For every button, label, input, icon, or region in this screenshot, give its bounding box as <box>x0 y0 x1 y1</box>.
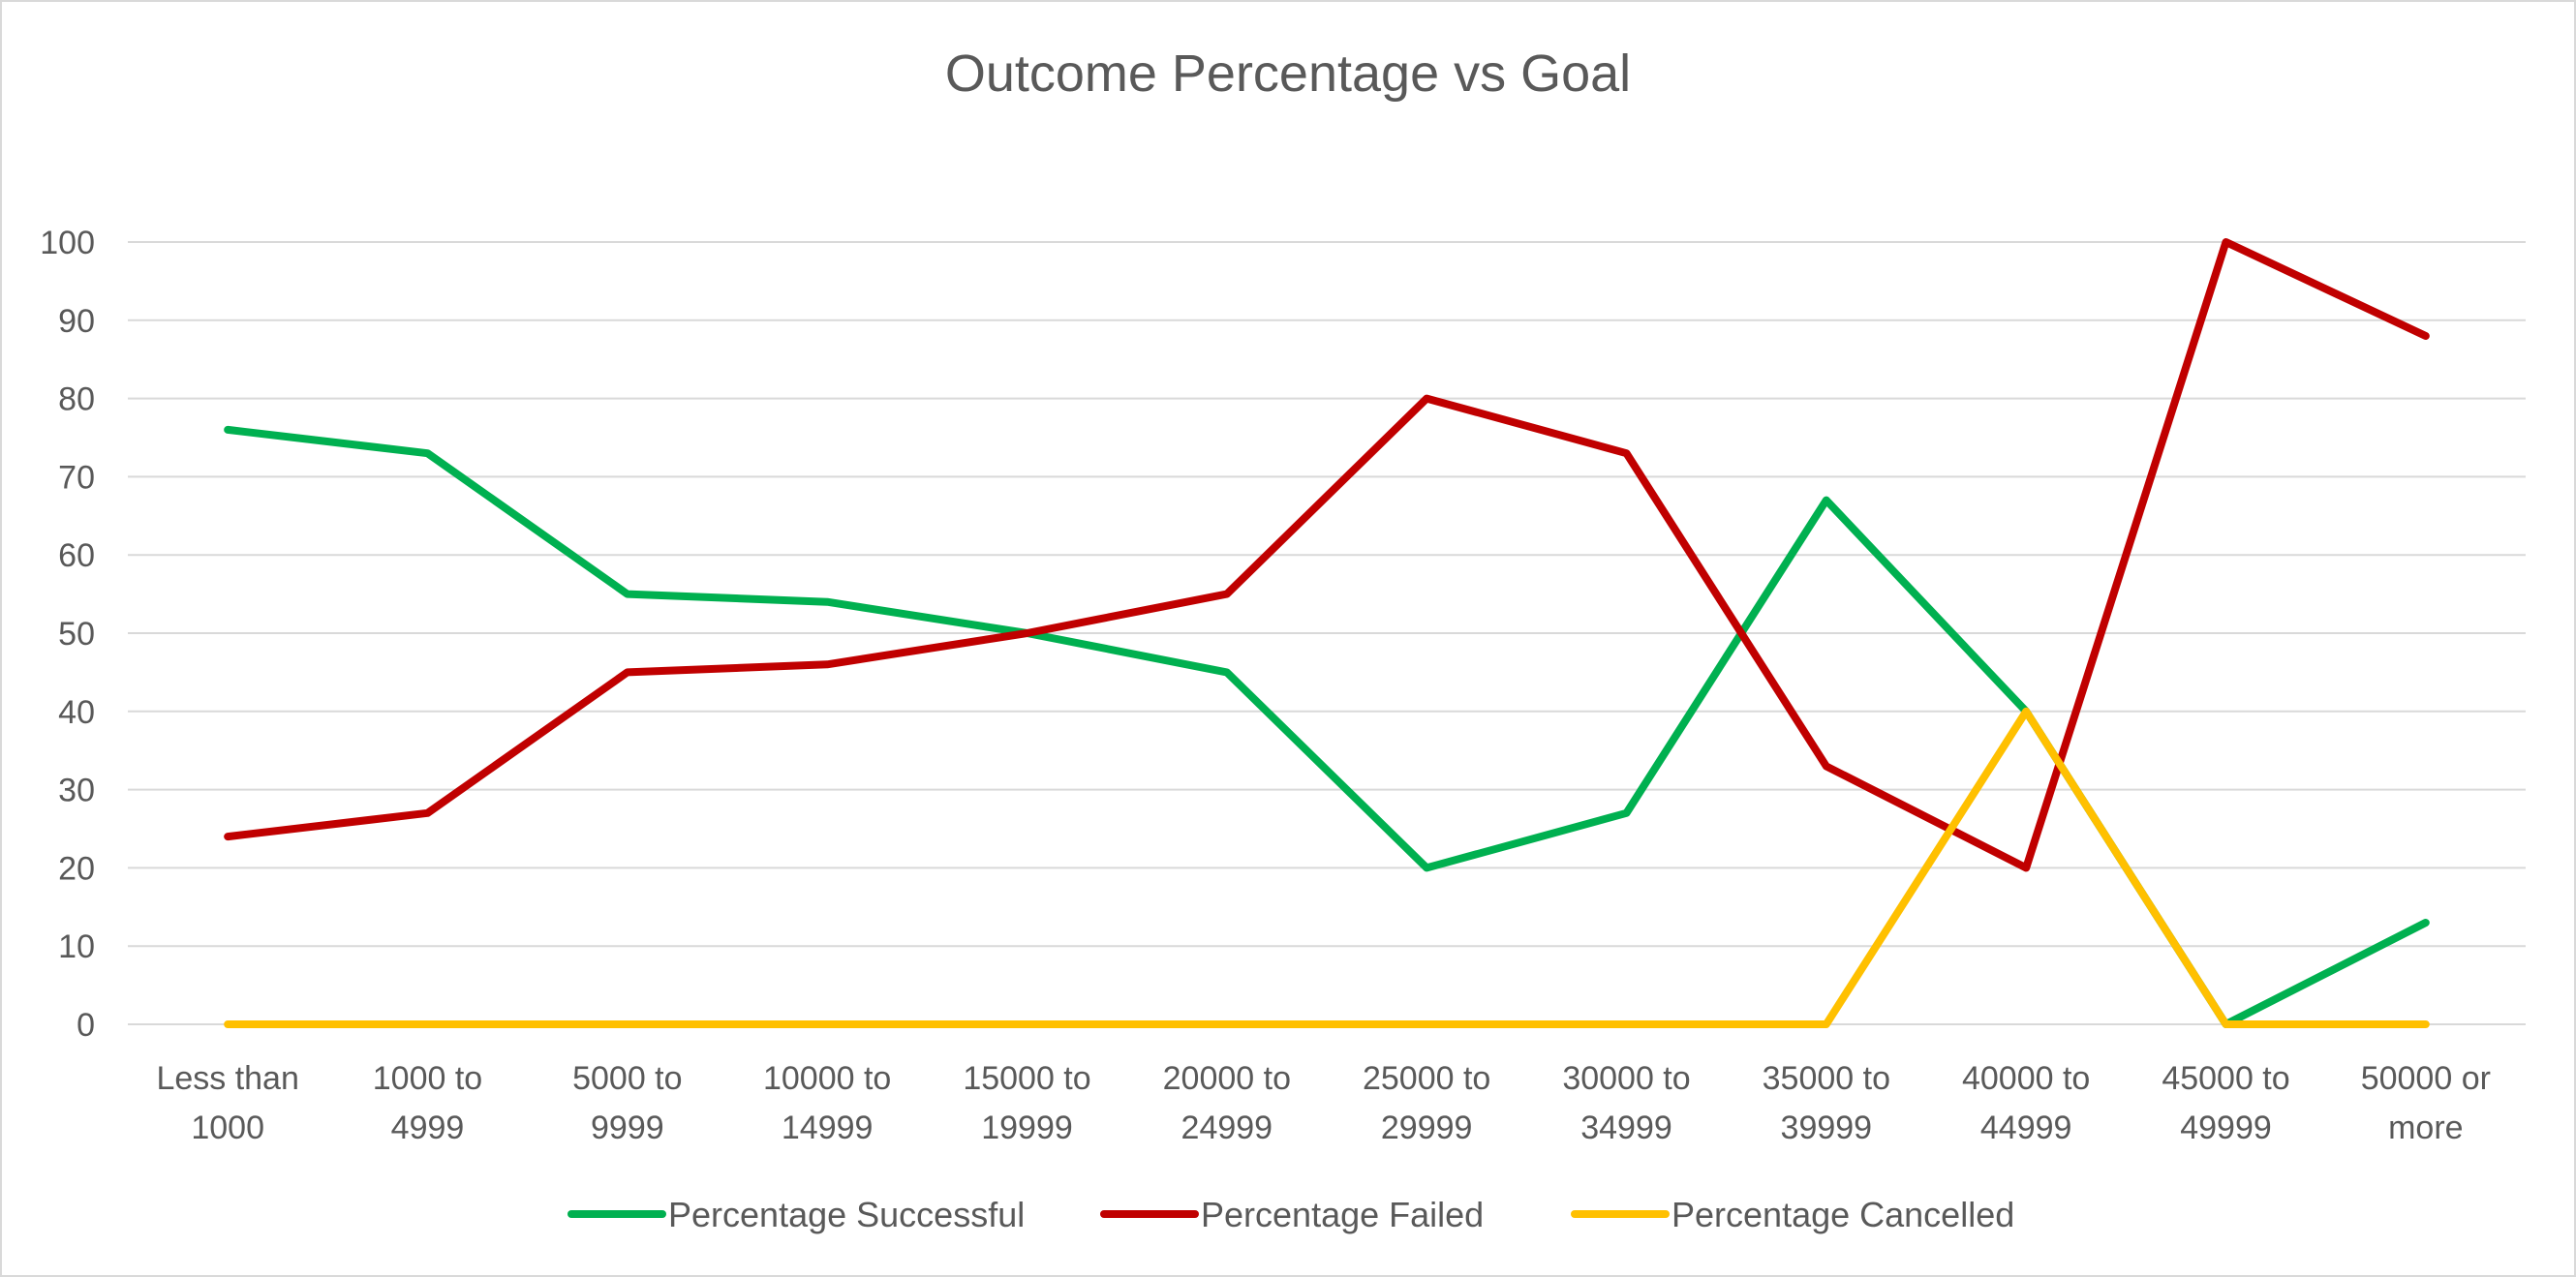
x-tick-label: 25000 to 29999 <box>1363 1060 1490 1146</box>
x-tick-label-line: 49999 <box>2180 1110 2272 1146</box>
y-axis-tick-labels: 0 10 20 30 40 50 60 70 80 90 100 <box>40 225 95 1044</box>
x-tick-label-line: 29999 <box>1381 1110 1473 1146</box>
x-tick-label-line: 9999 <box>591 1110 664 1146</box>
y-tick-label: 70 <box>58 459 95 496</box>
x-tick-label-line: 39999 <box>1781 1110 1873 1146</box>
y-tick-label: 0 <box>77 1007 95 1044</box>
legend-label: Percentage Failed <box>1201 1195 1484 1234</box>
x-axis-tick-labels: Less than 1000 1000 to 4999 5000 to 9999 10000… <box>156 1060 2491 1146</box>
x-tick-label-line: 1000 <box>191 1110 264 1146</box>
y-tick-label: 100 <box>40 225 95 261</box>
x-tick-label-line: 24999 <box>1181 1110 1273 1146</box>
gridlines <box>128 241 2526 1025</box>
chart-title: Outcome Percentage vs Goal <box>945 45 1631 103</box>
x-tick-label: 50000 or more <box>2361 1060 2491 1146</box>
x-tick-label-line: 40000 to <box>1962 1060 2090 1097</box>
x-tick-label-line: 1000 to <box>373 1060 482 1097</box>
y-tick-label: 60 <box>58 537 95 574</box>
x-tick-label-line: 15000 to <box>963 1060 1090 1097</box>
x-tick-label: 30000 to 34999 <box>1562 1060 1690 1146</box>
x-tick-label-line: 35000 to <box>1763 1060 1890 1097</box>
legend-entry: Percentage Successful <box>567 1195 1025 1234</box>
series-lines <box>224 238 2430 1028</box>
x-tick-label-line: 30000 to <box>1562 1060 1690 1097</box>
legend-entry: Percentage Cancelled <box>1571 1195 2014 1234</box>
x-tick-label: 20000 to 24999 <box>1163 1060 1291 1146</box>
x-tick-label-line: 25000 to <box>1363 1060 1490 1097</box>
legend-label: Percentage Successful <box>668 1195 1025 1234</box>
x-tick-label-line: 34999 <box>1580 1110 1672 1146</box>
legend-entry: Percentage Failed <box>1100 1195 1484 1234</box>
x-tick-label: Less than 1000 <box>156 1060 298 1146</box>
x-tick-label: 15000 to 19999 <box>963 1060 1090 1146</box>
x-tick-label-line: 14999 <box>782 1110 874 1146</box>
x-tick-label-line: 20000 to <box>1163 1060 1291 1097</box>
x-tick-label-line: more <box>2388 1110 2463 1146</box>
y-tick-label: 40 <box>58 694 95 731</box>
series-line-percentage-successful <box>224 425 2430 1028</box>
y-tick-label: 90 <box>58 303 95 340</box>
x-tick-label: 45000 to 49999 <box>2162 1060 2289 1146</box>
x-tick-label-line: 5000 to <box>572 1060 682 1097</box>
x-tick-label: 10000 to 14999 <box>763 1060 891 1146</box>
y-tick-label: 50 <box>58 616 95 653</box>
x-tick-label: 40000 to 44999 <box>1962 1060 2090 1146</box>
x-tick-label-line: 19999 <box>981 1110 1073 1146</box>
y-tick-label: 20 <box>58 850 95 887</box>
x-tick-label-line: 44999 <box>1980 1110 2072 1146</box>
x-tick-label-line: 10000 to <box>763 1060 891 1097</box>
y-tick-label: 10 <box>58 928 95 965</box>
x-tick-label-line: 45000 to <box>2162 1060 2289 1097</box>
y-tick-label: 80 <box>58 381 95 418</box>
x-tick-label: 1000 to 4999 <box>373 1060 482 1146</box>
series-line-percentage-cancelled <box>224 707 2430 1028</box>
x-tick-label: 5000 to 9999 <box>572 1060 682 1146</box>
legend-label: Percentage Cancelled <box>1671 1195 2014 1234</box>
x-tick-label: 35000 to 39999 <box>1763 1060 1890 1146</box>
x-tick-label-line: 50000 or <box>2361 1060 2491 1097</box>
y-tick-label: 30 <box>58 773 95 809</box>
x-tick-label-line: Less than <box>156 1060 298 1097</box>
legend: Percentage Successful Percentage Failed Pe… <box>567 1195 2014 1234</box>
x-tick-label-line: 4999 <box>391 1110 465 1146</box>
